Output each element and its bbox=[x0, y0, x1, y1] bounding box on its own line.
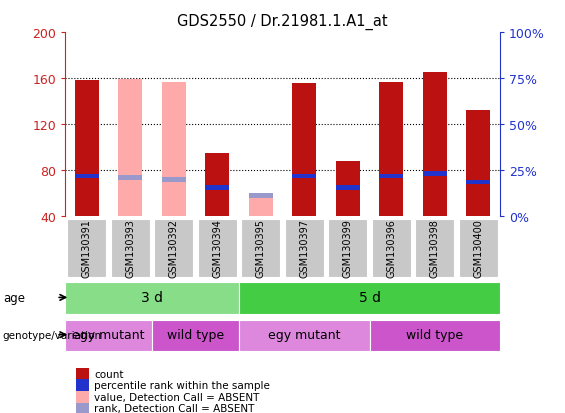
Text: genotype/variation: genotype/variation bbox=[3, 330, 102, 340]
Bar bbox=[466, 111, 490, 217]
Bar bbox=[162, 83, 186, 217]
Bar bbox=[75, 174, 99, 179]
Bar bbox=[379, 174, 403, 179]
Text: 5 d: 5 d bbox=[359, 291, 380, 305]
Bar bbox=[336, 161, 360, 217]
Bar bbox=[75, 81, 99, 217]
Text: count: count bbox=[94, 369, 124, 379]
Bar bbox=[466, 180, 490, 185]
Text: 3 d: 3 d bbox=[141, 291, 163, 305]
FancyBboxPatch shape bbox=[241, 219, 280, 277]
Text: egy mutant: egy mutant bbox=[268, 328, 341, 342]
FancyBboxPatch shape bbox=[372, 219, 411, 277]
FancyBboxPatch shape bbox=[415, 219, 454, 277]
FancyBboxPatch shape bbox=[239, 320, 370, 351]
FancyBboxPatch shape bbox=[459, 219, 498, 277]
Bar bbox=[379, 83, 403, 217]
FancyBboxPatch shape bbox=[198, 219, 237, 277]
FancyBboxPatch shape bbox=[152, 320, 239, 351]
FancyBboxPatch shape bbox=[328, 219, 367, 277]
Text: GSM130397: GSM130397 bbox=[299, 219, 309, 278]
Text: GSM130400: GSM130400 bbox=[473, 219, 483, 278]
FancyBboxPatch shape bbox=[239, 282, 500, 314]
Text: GSM130393: GSM130393 bbox=[125, 219, 135, 278]
Bar bbox=[249, 194, 273, 217]
Title: GDS2550 / Dr.21981.1.A1_at: GDS2550 / Dr.21981.1.A1_at bbox=[177, 14, 388, 30]
Bar bbox=[423, 73, 447, 217]
Bar bbox=[292, 83, 316, 217]
FancyBboxPatch shape bbox=[67, 219, 106, 277]
Text: egy mutant: egy mutant bbox=[72, 328, 145, 342]
Bar bbox=[249, 194, 273, 198]
Text: value, Detection Call = ABSENT: value, Detection Call = ABSENT bbox=[94, 392, 260, 402]
FancyBboxPatch shape bbox=[65, 282, 239, 314]
Text: wild type: wild type bbox=[167, 328, 224, 342]
Text: rank, Detection Call = ABSENT: rank, Detection Call = ABSENT bbox=[94, 404, 255, 413]
Text: GSM130398: GSM130398 bbox=[430, 219, 440, 278]
Text: GSM130394: GSM130394 bbox=[212, 219, 222, 278]
FancyBboxPatch shape bbox=[65, 320, 152, 351]
Bar bbox=[205, 154, 229, 217]
Text: GSM130391: GSM130391 bbox=[82, 219, 92, 278]
Bar bbox=[118, 176, 142, 180]
Bar bbox=[118, 80, 142, 217]
Text: GSM130392: GSM130392 bbox=[169, 219, 179, 278]
FancyBboxPatch shape bbox=[111, 219, 150, 277]
Text: percentile rank within the sample: percentile rank within the sample bbox=[94, 380, 270, 390]
FancyBboxPatch shape bbox=[285, 219, 324, 277]
Bar bbox=[336, 186, 360, 190]
Bar bbox=[162, 178, 186, 183]
Text: wild type: wild type bbox=[406, 328, 463, 342]
FancyBboxPatch shape bbox=[370, 320, 500, 351]
Text: GSM130395: GSM130395 bbox=[256, 219, 266, 278]
Bar bbox=[205, 186, 229, 190]
FancyBboxPatch shape bbox=[154, 219, 193, 277]
Bar bbox=[292, 174, 316, 179]
Text: age: age bbox=[3, 291, 25, 304]
Text: GSM130399: GSM130399 bbox=[343, 219, 353, 278]
Text: GSM130396: GSM130396 bbox=[386, 219, 396, 278]
Bar bbox=[423, 172, 447, 177]
